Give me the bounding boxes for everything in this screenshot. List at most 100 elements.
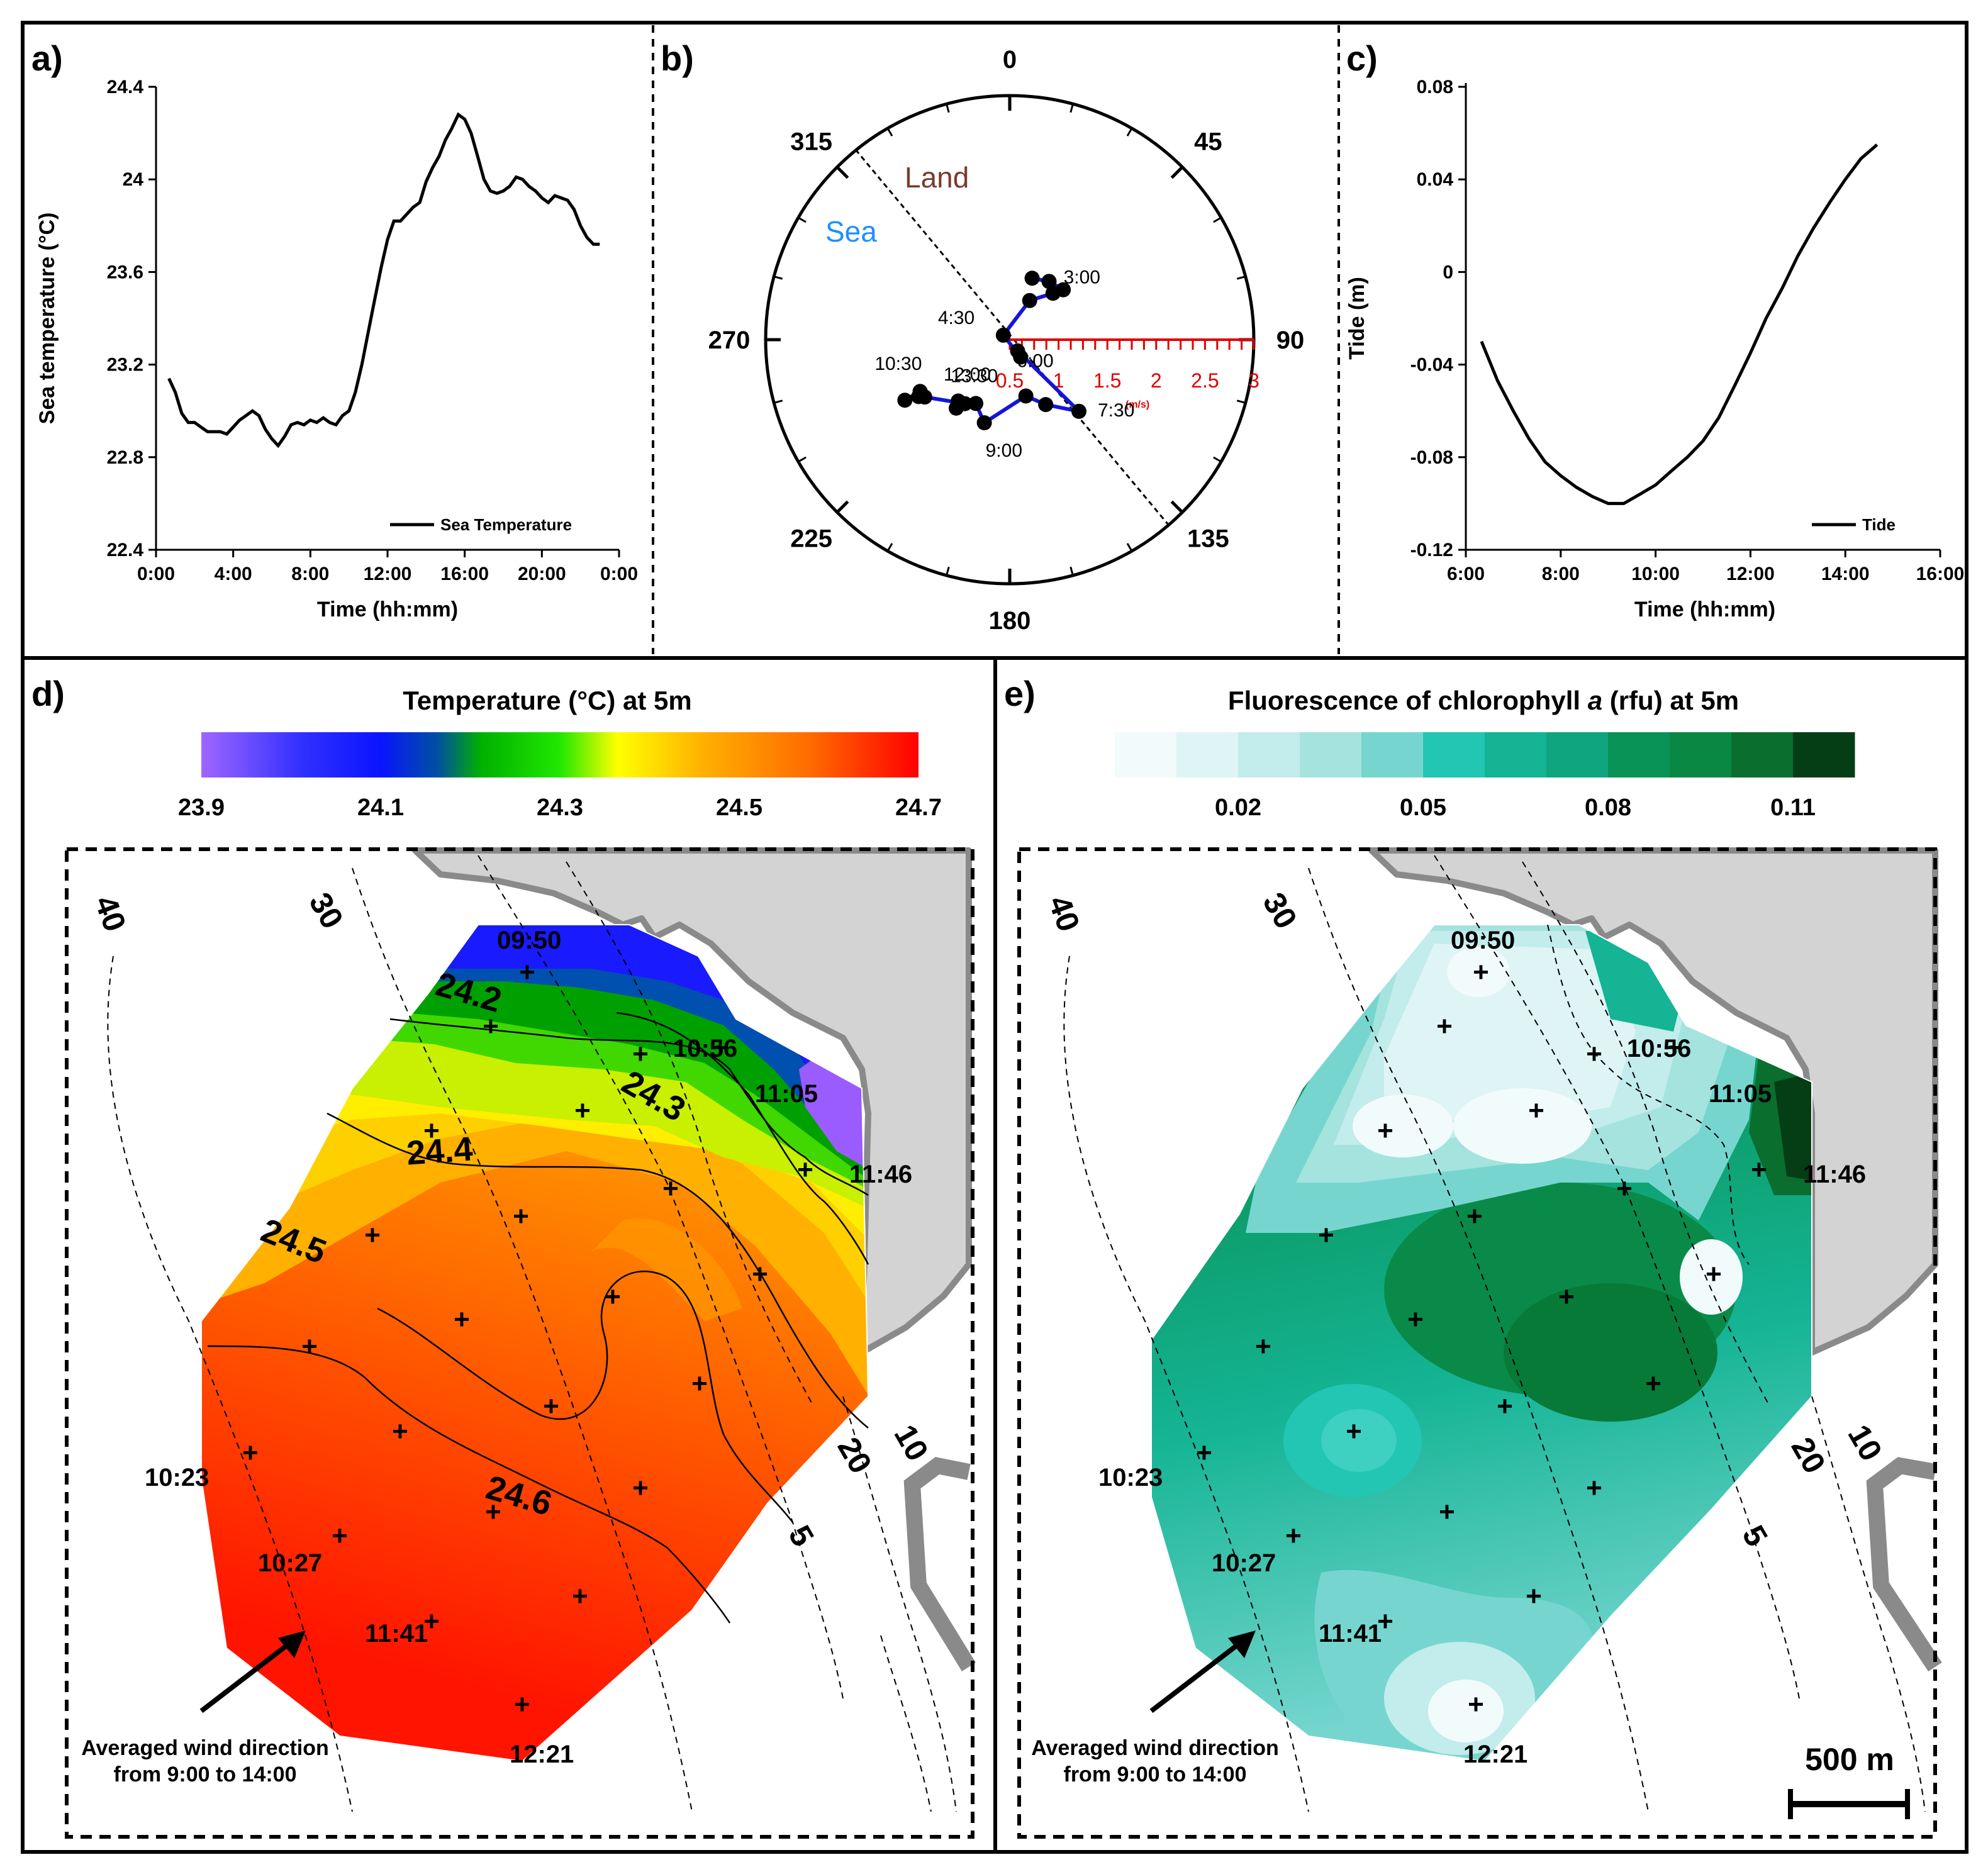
chlorophyll-colorbar-tick: 0.08 bbox=[1585, 794, 1631, 821]
temperature-colorbar-tick: 24.1 bbox=[357, 794, 404, 821]
figure-frame-top bbox=[21, 21, 1968, 660]
temperature-map-isobath-label: 10 bbox=[887, 1419, 935, 1467]
isobath-d-5 bbox=[842, 1396, 957, 1812]
polar-minor-tick bbox=[1126, 128, 1133, 137]
chlorophyll-map-station-marker: + bbox=[1586, 1473, 1602, 1503]
chlorophyll-colorbar-tick: 0.05 bbox=[1400, 794, 1446, 821]
chart-a-x-tick-label: 4:00 bbox=[215, 564, 252, 584]
polar-minor-tick bbox=[773, 399, 783, 404]
temperature-map-isobath-label: 5 bbox=[781, 1520, 820, 1552]
chart-a-y-tick-label: 22.4 bbox=[107, 540, 144, 560]
land-area-e bbox=[1368, 847, 1938, 1356]
isobath-d-1 bbox=[107, 956, 353, 1812]
wind-label-e-line1: Averaged wind direction bbox=[1031, 1736, 1279, 1760]
wind-time-label: 10:30 bbox=[874, 354, 922, 374]
polar-major-tick bbox=[1170, 165, 1184, 179]
chlorophyll-colorbar-bin bbox=[1670, 732, 1732, 777]
polar-major-tick bbox=[835, 165, 849, 179]
panel-label-d: d) bbox=[31, 674, 65, 713]
polar-direction-label: 180 bbox=[989, 607, 1031, 635]
temperature-map-station-marker: + bbox=[712, 1032, 729, 1063]
polar-minor-tick bbox=[886, 543, 893, 552]
chlorophyll-colorbar-bin bbox=[1423, 732, 1485, 777]
land-label: Land bbox=[905, 161, 969, 194]
chart-c-x-tick-label: 10:00 bbox=[1631, 564, 1680, 584]
chlorophyll-map-station-marker: + bbox=[1526, 1581, 1542, 1612]
chlorophyll-map-isobath-label: 30 bbox=[1256, 887, 1304, 935]
temperature-map-station-marker: + bbox=[513, 1201, 529, 1232]
chlorophyll-map-station-marker: + bbox=[1377, 1606, 1393, 1637]
chlorophyll-map-station-marker: + bbox=[1407, 1304, 1424, 1335]
wind-point bbox=[968, 396, 984, 411]
polar-minor-tick bbox=[1213, 456, 1222, 463]
temperature-map-station-marker: + bbox=[752, 1259, 768, 1290]
temperature-map-isobath-label: 20 bbox=[830, 1432, 878, 1480]
temperature-map-station-time: 10:56 bbox=[673, 1035, 737, 1062]
chlorophyll-map-station-marker: + bbox=[1528, 1095, 1544, 1126]
wind-point bbox=[995, 327, 1011, 343]
chlorophyll-map-station-marker: + bbox=[1558, 1281, 1575, 1312]
wind-time-label: 7:30 bbox=[1098, 400, 1134, 421]
temperature-map-station-marker: + bbox=[519, 957, 535, 988]
wind-point bbox=[1022, 293, 1037, 308]
panel-label-c: c) bbox=[1346, 38, 1378, 78]
chart-c-x-tick-label: 12:00 bbox=[1726, 564, 1775, 584]
chart-a-y-title: Sea temperature (°C) bbox=[35, 213, 59, 425]
isobath-e-3 bbox=[1434, 855, 1800, 1699]
wind-time-label: 12:00 bbox=[944, 364, 991, 385]
chlorophyll-colorbar-bin bbox=[1115, 732, 1177, 777]
chlorophyll-map-station-time: 10:23 bbox=[1098, 1464, 1163, 1491]
temperature-map-station-marker: + bbox=[454, 1304, 470, 1335]
temperature-map-station-marker: + bbox=[423, 1115, 440, 1146]
chlorophyll-map-isobath-label: 10 bbox=[1841, 1419, 1889, 1467]
chlorophyll-map-station-time: 10:56 bbox=[1627, 1035, 1691, 1062]
temperature-map-station-marker: + bbox=[543, 1391, 559, 1422]
isobath-e-1 bbox=[1063, 956, 1309, 1812]
polar-minor-tick bbox=[1069, 103, 1074, 113]
contour-24-2 bbox=[389, 1018, 869, 1196]
map-frame-e bbox=[1017, 847, 1937, 1839]
panel-label-e: e) bbox=[1004, 674, 1036, 713]
polar-minor-tick bbox=[1236, 276, 1246, 280]
temperature-map-station-marker: + bbox=[662, 1173, 679, 1204]
chart-a-y-tick-label: 22.8 bbox=[107, 447, 143, 468]
chlorophyll-map-station-marker: + bbox=[1285, 1520, 1302, 1551]
speed-scale-label: 3 bbox=[1248, 369, 1259, 392]
temperature-map-station-marker: + bbox=[242, 1437, 259, 1468]
wind-point bbox=[1038, 397, 1054, 413]
temperature-map-station-marker: + bbox=[572, 1581, 588, 1612]
chlorophyll-colorbar-title: Fluorescence of chlorophyll a (rfu) at 5… bbox=[1228, 686, 1739, 715]
temperature-map-station-marker: + bbox=[632, 1039, 649, 1069]
wind-point bbox=[1041, 274, 1057, 289]
chlorophyll-map-station-marker: + bbox=[1751, 1154, 1767, 1185]
wind-point bbox=[1045, 286, 1061, 301]
temperature-map-contour-label: 24.4 bbox=[405, 1130, 474, 1172]
temperature-map-station-marker: + bbox=[632, 1473, 649, 1503]
chlorophyll-colorbar-bin bbox=[1300, 732, 1362, 777]
chart-c-y-tick-label: 0 bbox=[1443, 262, 1453, 282]
chlorophyll-map-isobath-label: 40 bbox=[1042, 891, 1087, 936]
chart-c-x-tick-label: 6:00 bbox=[1447, 564, 1485, 584]
chlorophyll-map-station-marker: + bbox=[1645, 1368, 1661, 1399]
isobath-d-4 bbox=[566, 861, 812, 1403]
temperature-map-station-marker: + bbox=[364, 1220, 381, 1251]
panel-label-a: a) bbox=[31, 38, 63, 78]
temperature-map-station-marker: + bbox=[301, 1331, 318, 1362]
polar-minor-tick bbox=[798, 216, 807, 223]
chlorophyll-map-station-marker: + bbox=[1255, 1331, 1271, 1362]
chlorophyll-map-station-marker: + bbox=[1616, 1173, 1633, 1204]
chart-a-x-tick-label: 0:00 bbox=[137, 564, 175, 584]
chlorophyll-map-isobath-label: 5 bbox=[1735, 1520, 1774, 1552]
chlorophyll-map-station-marker: + bbox=[1666, 1032, 1682, 1063]
temperature-map-station-marker: + bbox=[605, 1281, 621, 1312]
polar-minor-tick bbox=[1236, 399, 1246, 404]
sea-temperature-line bbox=[167, 112, 600, 449]
sea-label: Sea bbox=[825, 215, 877, 248]
chlorophyll-map-station-marker: + bbox=[1586, 1039, 1602, 1069]
chart-c-y-tick-label: 0.08 bbox=[1417, 77, 1453, 98]
polar-direction-label: 225 bbox=[790, 525, 832, 552]
speed-scale-label: 1.5 bbox=[1093, 369, 1121, 392]
scale-bar-label: 500 m bbox=[1805, 1742, 1894, 1777]
wind-arrowhead-e bbox=[1228, 1630, 1256, 1658]
